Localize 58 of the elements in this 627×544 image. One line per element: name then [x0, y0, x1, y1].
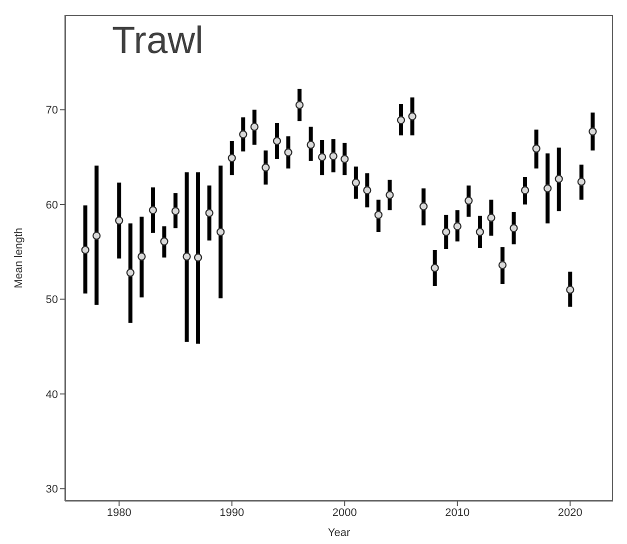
y-tick-label: 60	[46, 199, 58, 212]
point	[329, 152, 338, 160]
point	[408, 112, 416, 120]
point	[318, 153, 326, 162]
x-tick-label: 2000	[332, 506, 357, 519]
chart-title: Trawl	[112, 20, 204, 63]
point	[160, 237, 168, 246]
point	[352, 178, 360, 187]
point	[250, 122, 259, 131]
point	[205, 208, 214, 218]
point	[498, 261, 507, 270]
point	[126, 268, 134, 277]
x-tick-label: 1990	[220, 506, 244, 519]
x-tick-label: 2020	[558, 506, 582, 519]
y-tick-label: 70	[46, 104, 58, 117]
point	[554, 174, 563, 183]
point	[588, 127, 597, 136]
point	[239, 130, 248, 138]
y-axis-title: Mean length	[12, 228, 25, 288]
point	[476, 228, 484, 236]
point	[81, 246, 90, 254]
point	[194, 253, 202, 262]
point	[306, 140, 315, 149]
point	[115, 216, 124, 225]
point	[396, 116, 406, 124]
point	[363, 186, 372, 194]
y-tick-label: 40	[46, 388, 58, 401]
point	[138, 252, 146, 261]
point	[272, 136, 282, 146]
point	[520, 186, 530, 194]
point	[464, 196, 473, 205]
point	[386, 190, 394, 200]
point	[262, 163, 270, 172]
point	[544, 184, 552, 192]
point	[171, 207, 180, 216]
x-tick-label: 1980	[106, 506, 132, 519]
point	[295, 100, 304, 110]
point	[148, 206, 158, 214]
point	[532, 144, 540, 153]
point	[566, 286, 574, 294]
point	[577, 178, 586, 186]
point	[430, 264, 439, 272]
point	[453, 222, 462, 230]
point	[340, 154, 349, 164]
point	[228, 154, 236, 162]
point	[510, 224, 518, 232]
point	[374, 210, 383, 219]
x-tick-label: 2010	[445, 506, 470, 519]
y-tick-label: 50	[46, 294, 58, 306]
point	[419, 202, 428, 210]
point	[442, 228, 450, 236]
point	[284, 148, 292, 156]
y-tick-label: 30	[46, 484, 58, 496]
point	[487, 214, 496, 222]
point	[92, 232, 101, 240]
point	[182, 252, 191, 261]
x-axis-title: Year	[328, 527, 350, 539]
point	[216, 228, 225, 236]
